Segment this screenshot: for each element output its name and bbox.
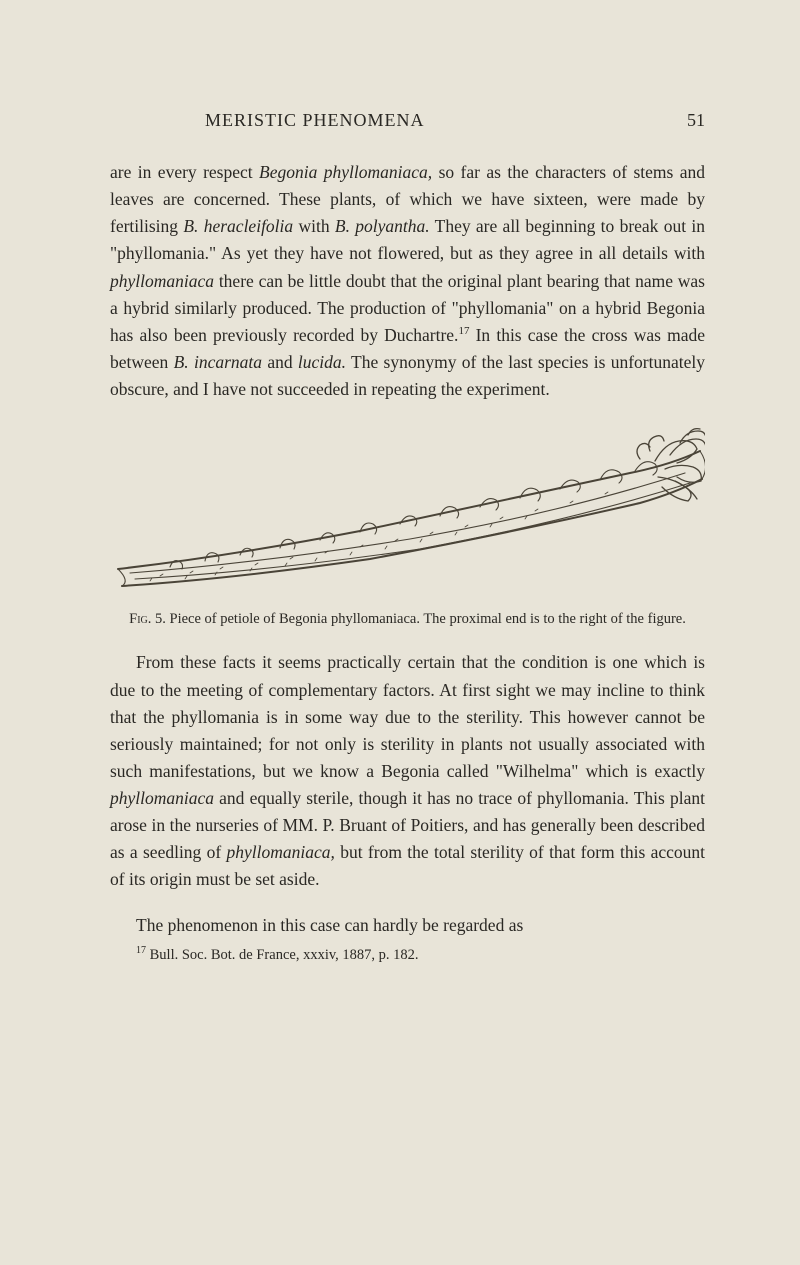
caption-text: The proximal end is to the right of the … [420,611,686,627]
italic-text: B. polyantha. [335,216,430,236]
italic-text: B. heracleifolia [183,216,293,236]
text: From these facts it seems practically ce… [110,652,705,781]
footnote-text: Bull. Soc. Bot. de France, xxxiv, 1887, … [146,947,419,963]
caption-text: Piece of petiole of [170,611,280,627]
page-number: 51 [687,110,705,131]
page-header: MERISTIC PHENOMENA 51 [110,110,705,131]
paragraph-2: From these facts it seems practically ce… [110,649,705,893]
italic-text: phyllomaniaca [110,788,214,808]
footnote-ref: 17 [458,325,469,337]
text: and [262,352,298,372]
book-page: MERISTIC PHENOMENA 51 are in every respe… [0,0,800,1038]
figure-caption: Fig. 5. Piece of petiole of Begonia phyl… [110,609,705,629]
paragraph-3: The phenomenon in this case can hardly b… [110,912,705,939]
italic-text: B. incarnata [174,352,262,372]
italic-text: phyllomaniaca, [227,842,335,862]
petiole-illustration [110,421,705,596]
text: with [293,216,335,236]
footnote-17: 17 Bull. Soc. Bot. de France, xxxiv, 188… [110,945,705,964]
running-head: MERISTIC PHENOMENA [205,110,425,131]
caption-italic: Begonia phyllomaniaca. [279,611,420,627]
italic-text: lucida. [298,352,346,372]
italic-text: phyllomaniaca [110,271,214,291]
figure-5 [110,421,705,601]
text: are in every respect [110,162,259,182]
italic-text: Begonia phyllomaniaca, [259,162,432,182]
text: The phenomenon in this case can hardly b… [136,915,523,935]
footnote-marker: 17 [136,945,146,956]
figure-label: Fig. 5. [129,611,166,627]
paragraph-1: are in every respect Begonia phyllomania… [110,159,705,403]
